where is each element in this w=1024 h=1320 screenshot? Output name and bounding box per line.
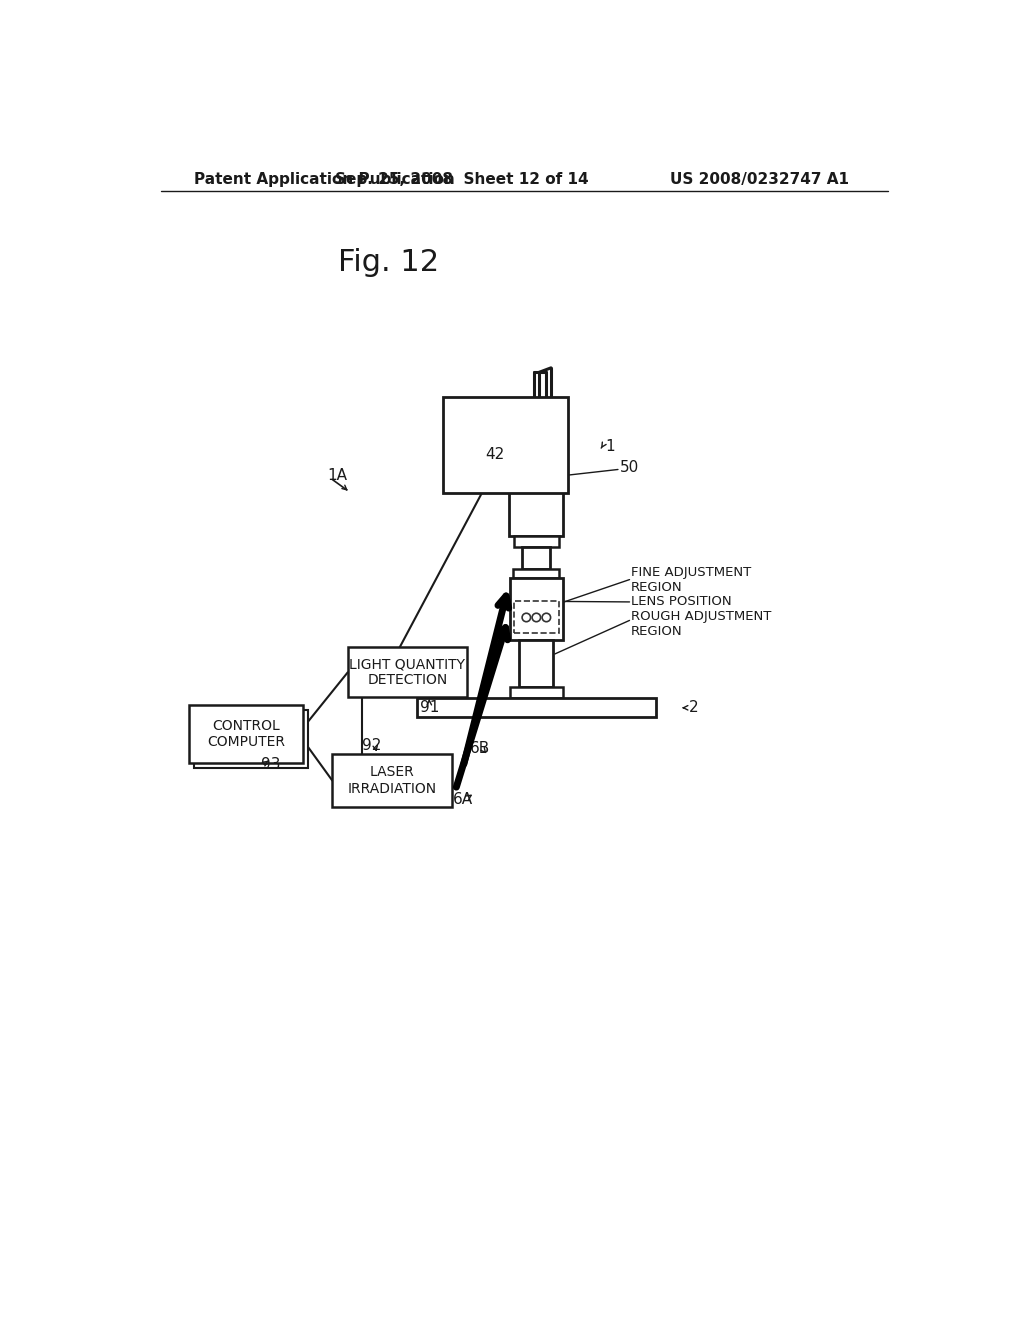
Text: LIGHT QUANTITY
DETECTION: LIGHT QUANTITY DETECTION bbox=[349, 657, 465, 688]
Circle shape bbox=[522, 614, 530, 622]
Bar bbox=[189, 705, 303, 763]
Text: Patent Application Publication: Patent Application Publication bbox=[194, 173, 455, 187]
Bar bbox=[519, 640, 553, 688]
Bar bbox=[417, 698, 655, 718]
Text: 91: 91 bbox=[420, 700, 439, 715]
Text: 92: 92 bbox=[361, 738, 381, 752]
Text: LENS POSITION: LENS POSITION bbox=[631, 595, 732, 609]
Bar bbox=[443, 397, 568, 494]
Text: 1: 1 bbox=[605, 438, 614, 454]
Text: 6B: 6B bbox=[470, 741, 490, 756]
Bar bbox=[348, 647, 467, 697]
Text: Fig. 12: Fig. 12 bbox=[338, 248, 439, 277]
Bar bbox=[510, 688, 562, 698]
Circle shape bbox=[532, 614, 541, 622]
Text: LASER
IRRADIATION: LASER IRRADIATION bbox=[347, 766, 436, 796]
Bar bbox=[529, 453, 544, 469]
Text: 6A: 6A bbox=[454, 792, 473, 807]
Text: 42: 42 bbox=[485, 447, 505, 462]
Text: 1A: 1A bbox=[327, 469, 347, 483]
Bar bbox=[522, 548, 550, 569]
Bar bbox=[195, 710, 308, 768]
Text: 50: 50 bbox=[621, 461, 640, 475]
Text: US 2008/0232747 A1: US 2008/0232747 A1 bbox=[670, 173, 849, 187]
Text: ROUGH ADJUSTMENT
REGION: ROUGH ADJUSTMENT REGION bbox=[631, 610, 771, 639]
Circle shape bbox=[542, 614, 551, 622]
Bar bbox=[513, 569, 559, 578]
Bar bbox=[509, 469, 563, 536]
Text: FINE ADJUSTMENT
REGION: FINE ADJUSTMENT REGION bbox=[631, 565, 752, 594]
Text: 93: 93 bbox=[261, 756, 281, 772]
Text: CONTROL
COMPUTER: CONTROL COMPUTER bbox=[207, 719, 285, 748]
Bar bbox=[333, 755, 452, 807]
Text: 2: 2 bbox=[689, 701, 698, 715]
Text: Sep. 25, 2008  Sheet 12 of 14: Sep. 25, 2008 Sheet 12 of 14 bbox=[335, 173, 589, 187]
Bar bbox=[514, 536, 559, 548]
Bar bbox=[514, 602, 559, 634]
Bar bbox=[531, 446, 541, 453]
Bar bbox=[510, 578, 562, 640]
